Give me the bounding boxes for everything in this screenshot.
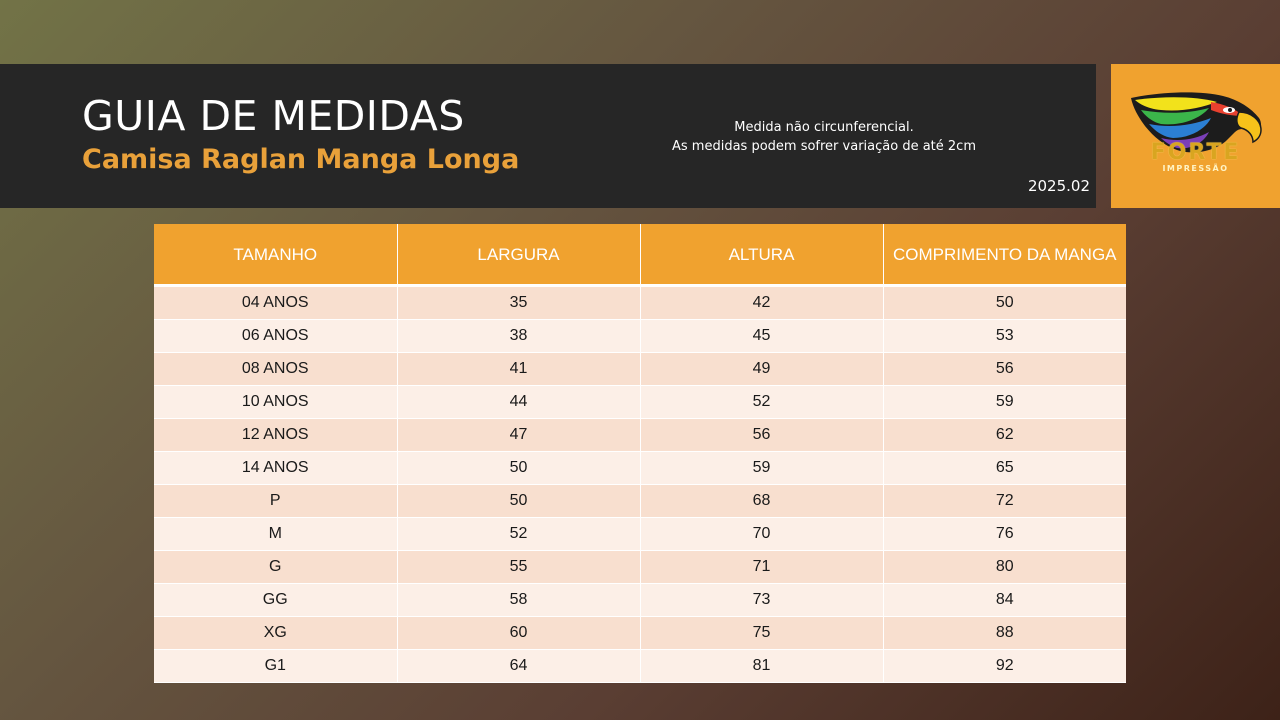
page-subtitle: Camisa Raglan Manga Longa [82,144,520,175]
table-cell-width: 52 [397,517,641,551]
table-cell-width: 55 [397,550,641,584]
note-line-1: Medida não circunferencial. [734,120,914,135]
table-cell-size: M [154,517,398,551]
table-cell-sleeve-length: 53 [883,319,1126,353]
table-row: 14 ANOS 50 59 65 [154,451,1126,485]
table-cell-sleeve-length: 92 [883,649,1126,683]
table-cell-height: 42 [640,285,884,320]
table-row: G 55 71 80 [154,550,1126,584]
table-cell-sleeve-length: 50 [883,285,1126,320]
table-cell-width: 50 [397,451,641,485]
measurement-notes: Medida não circunferencial. As medidas p… [640,118,1008,156]
brand-subtext: IMPRESSÃO [1162,164,1229,173]
page-title: GUIA DE MEDIDAS [82,92,465,140]
table-body: 04 ANOS 35 42 50 06 ANOS 38 45 53 08 ANOS 41 49 56 1… [154,285,1126,683]
table-cell-size: 10 ANOS [154,385,398,419]
table-cell-sleeve-length: 88 [883,616,1126,650]
table-cell-height: 73 [640,583,884,617]
table-cell-width: 35 [397,285,641,320]
table-cell-height: 45 [640,319,884,353]
table-row: 06 ANOS 38 45 53 [154,319,1126,353]
table-cell-height: 68 [640,484,884,518]
table-cell-height: 75 [640,616,884,650]
table-cell-size: 04 ANOS [154,285,398,320]
table-cell-sleeve-length: 80 [883,550,1126,584]
size-chart-table: TAMANHO LARGURA ALTURA COMPRIMENTO DA MANGA… [154,224,1126,683]
table-row: 08 ANOS 41 49 56 [154,352,1126,386]
table-cell-height: 49 [640,352,884,386]
table-cell-width: 44 [397,385,641,419]
table-cell-size: P [154,484,398,518]
table-header-row: TAMANHO LARGURA ALTURA COMPRIMENTO DA MANGA [154,224,1126,287]
table-cell-width: 38 [397,319,641,353]
table-cell-height: 56 [640,418,884,452]
table-cell-sleeve-length: 56 [883,352,1126,386]
table-row: P 50 68 72 [154,484,1126,518]
table-cell-height: 52 [640,385,884,419]
table-cell-size: 08 ANOS [154,352,398,386]
table-cell-size: 06 ANOS [154,319,398,353]
table-cell-sleeve-length: 72 [883,484,1126,518]
brand-name: FORTE [1150,140,1241,165]
table-cell-sleeve-length: 84 [883,583,1126,617]
table-cell-height: 71 [640,550,884,584]
table-cell-size: G [154,550,398,584]
table-cell-sleeve-length: 62 [883,418,1126,452]
header-column-height: ALTURA [640,224,884,287]
table-row: 12 ANOS 47 56 62 [154,418,1126,452]
table-row: G1 64 81 92 [154,649,1126,683]
header-column-width: LARGURA [397,224,641,287]
table-cell-width: 60 [397,616,641,650]
version-label: 2025.02 [1027,177,1090,195]
table-cell-sleeve-length: 65 [883,451,1126,485]
table-cell-width: 58 [397,583,641,617]
table-cell-sleeve-length: 59 [883,385,1126,419]
table-cell-height: 81 [640,649,884,683]
table-cell-width: 64 [397,649,641,683]
table-row: GG 58 73 84 [154,583,1126,617]
header-bar [0,64,1096,208]
table-cell-width: 50 [397,484,641,518]
table-cell-height: 70 [640,517,884,551]
table-row: 04 ANOS 35 42 50 [154,285,1126,320]
table-cell-sleeve-length: 76 [883,517,1126,551]
table-row: M 52 70 76 [154,517,1126,551]
header-column-sleeve-length: COMPRIMENTO DA MANGA [883,224,1126,287]
brand-logo: FORTE IMPRESSÃO [1111,64,1280,208]
table-cell-size: 14 ANOS [154,451,398,485]
table-cell-size: G1 [154,649,398,683]
table-cell-size: GG [154,583,398,617]
table-row: XG 60 75 88 [154,616,1126,650]
eagle-icon [1111,64,1280,208]
note-line-2: As medidas podem sofrer variação de até … [672,139,976,154]
header-column-size: TAMANHO [154,224,398,287]
table-cell-width: 47 [397,418,641,452]
table-cell-height: 59 [640,451,884,485]
table-cell-size: 12 ANOS [154,418,398,452]
table-cell-width: 41 [397,352,641,386]
table-cell-size: XG [154,616,398,650]
table-row: 10 ANOS 44 52 59 [154,385,1126,419]
